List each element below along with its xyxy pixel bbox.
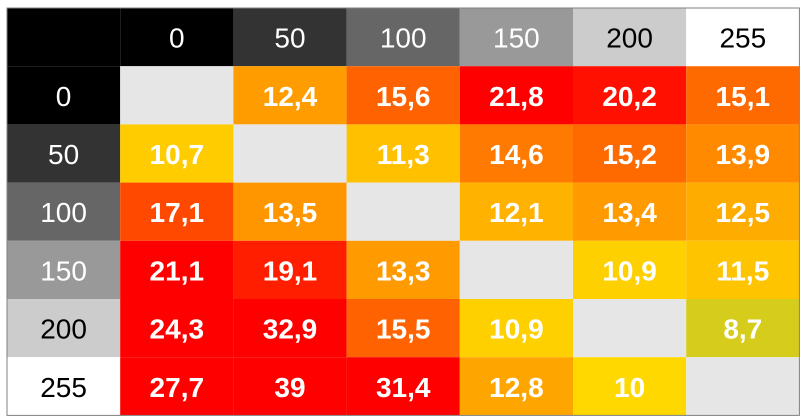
- cell-value-label: 12,4: [263, 81, 318, 112]
- heatmap-cell: [686, 182, 800, 241]
- row-header-label: 200: [40, 314, 87, 345]
- heatmap-cell: [346, 240, 460, 299]
- heatmap-cell: [459, 299, 573, 358]
- row-header-label: 50: [48, 139, 79, 170]
- diagonal-empty-cell: [573, 299, 687, 358]
- cell-value-label: 21,8: [489, 81, 544, 112]
- cell-value-label: 20,2: [602, 81, 657, 112]
- cell-value-label: 11,3: [377, 139, 430, 170]
- heatmap-cell: [120, 124, 234, 183]
- column-header-cell: [459, 8, 573, 67]
- cell-value-label: 15,2: [602, 139, 657, 170]
- cell-value-label: 11,5: [716, 255, 769, 286]
- heatmap-cell: [459, 182, 573, 241]
- heatmap-cell: [459, 357, 573, 416]
- cell-value-label: 21,1: [150, 255, 205, 286]
- heatmap-cell: [459, 66, 573, 125]
- cell-value-label: 10,9: [602, 255, 657, 286]
- column-header-cell: [573, 8, 687, 67]
- diagonal-empty-cell: [686, 357, 800, 416]
- column-header-label: 200: [606, 23, 653, 54]
- cell-value-label: 12,1: [489, 197, 544, 228]
- row-header-label: 255: [40, 372, 87, 403]
- cell-value-label: 10,9: [489, 314, 544, 345]
- cell-value-label: 14,6: [489, 139, 544, 170]
- chart-border: [6, 7, 800, 416]
- column-header-cell: [686, 8, 800, 67]
- corner-cell: [7, 8, 121, 67]
- heatmap-cell: [686, 240, 800, 299]
- cell-value-label: 13,5: [263, 197, 318, 228]
- heatmap-cell: [233, 299, 347, 358]
- column-header-label: 0: [169, 23, 185, 54]
- diagonal-empty-cell: [346, 182, 460, 241]
- heatmap-cell: [686, 66, 800, 125]
- cell-value-label: 27,7: [150, 372, 205, 403]
- cell-value-label: 13,4: [602, 197, 657, 228]
- heatmap-cell: [686, 124, 800, 183]
- heatmap-cell: [573, 124, 687, 183]
- heatmap-cell: [573, 240, 687, 299]
- row-header-label: 150: [40, 255, 87, 286]
- cell-value-label: 17,1: [150, 197, 205, 228]
- row-header-cell: [7, 182, 121, 241]
- cell-value-label: 39: [274, 372, 305, 403]
- heatmap-cell: [233, 240, 347, 299]
- cell-value-label: 15,5: [376, 314, 431, 345]
- cell-value-label: 10: [614, 372, 645, 403]
- heatmap-cell: [233, 182, 347, 241]
- column-header-cell: [346, 8, 460, 67]
- row-header-cell: [7, 124, 121, 183]
- heatmap-cell: [573, 182, 687, 241]
- cell-value-label: 13,9: [716, 139, 771, 170]
- heatmap-cell: [120, 299, 234, 358]
- diagonal-empty-cell: [233, 124, 347, 183]
- heatmap-cell: [573, 357, 687, 416]
- row-header-cell: [7, 240, 121, 299]
- row-header-cell: [7, 66, 121, 125]
- column-header-label: 255: [719, 23, 766, 54]
- heatmap-cell: [346, 357, 460, 416]
- cell-value-label: 15,6: [376, 81, 431, 112]
- diagonal-empty-cell: [459, 240, 573, 299]
- cell-value-label: 10,7: [150, 139, 205, 170]
- heatmap-cell: [233, 66, 347, 125]
- column-header-label: 150: [493, 23, 540, 54]
- heatmap-cell: [120, 182, 234, 241]
- row-header-cell: [7, 357, 121, 416]
- heatmap-cell: [346, 299, 460, 358]
- cell-value-label: 19,1: [263, 255, 318, 286]
- column-header-label: 100: [380, 23, 427, 54]
- column-header-cell: [233, 8, 347, 67]
- cell-value-label: 15,1: [716, 81, 771, 112]
- cell-value-label: 31,4: [376, 372, 431, 403]
- cell-value-label: 12,5: [716, 197, 771, 228]
- heatmap-cell: [120, 357, 234, 416]
- diagonal-empty-cell: [120, 66, 234, 125]
- row-header-label: 100: [40, 197, 87, 228]
- row-header-label: 0: [56, 81, 72, 112]
- column-header-label: 50: [274, 23, 305, 54]
- heatmap-cell: [346, 124, 460, 183]
- cell-value-label: 32,9: [263, 314, 318, 345]
- heatmap-cell: [120, 240, 234, 299]
- heatmap-cell: [686, 299, 800, 358]
- cell-value-label: 12,8: [489, 372, 544, 403]
- cell-value-label: 24,3: [150, 314, 205, 345]
- heatmap-cell: [346, 66, 460, 125]
- heatmap-cell: [233, 357, 347, 416]
- cell-value-label: 8,7: [723, 314, 762, 345]
- cell-value-label: 13,3: [376, 255, 431, 286]
- row-header-cell: [7, 299, 121, 358]
- column-header-cell: [120, 8, 234, 67]
- heatmap-cell: [459, 124, 573, 183]
- heatmap-cell: [573, 66, 687, 125]
